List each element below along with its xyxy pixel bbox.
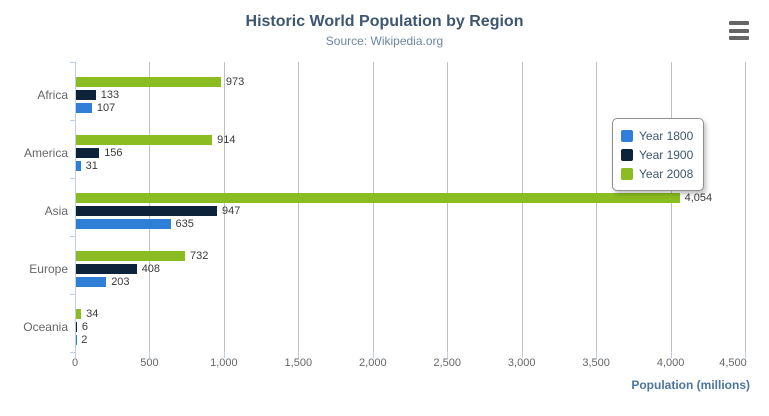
legend-item-year-1900[interactable]: Year 1900 [621,145,693,164]
bar-africa-year-1900[interactable] [76,90,96,100]
bar-africa-year-1800[interactable] [76,103,92,113]
x-axis-label: 2,000 [359,357,387,369]
context-menu-button[interactable] [729,20,751,41]
gridline [670,62,672,352]
x-axis-tick [372,352,374,358]
bar-value-label: 203 [111,276,130,288]
x-axis-label: 500 [140,357,159,369]
y-axis-line [75,62,76,352]
bar-value-label: 133 [100,89,120,101]
gridline [447,62,449,352]
x-axis-title: Population (millions) [631,378,750,392]
y-axis-tick [70,352,75,353]
y-axis-tick [70,120,75,121]
legend-item-label: Year 1900 [639,147,694,162]
bar-value-label: 2 [81,334,88,346]
bar-oceania-year-1900[interactable] [76,322,77,332]
hamburger-icon [729,28,749,33]
legend-item-year-2008[interactable]: Year 2008 [621,164,693,183]
x-axis-tick [670,352,672,358]
chart-title: Historic World Population by Region [245,13,524,30]
category-label: Asia [44,204,68,218]
x-axis-tick [521,352,523,358]
bar-america-year-1800[interactable] [76,161,81,171]
y-axis-tick [70,294,75,295]
bar-oceania-year-2008[interactable] [76,309,82,319]
bar-value-label: 914 [217,134,236,146]
x-axis-tick [298,352,300,358]
hamburger-icon [729,21,749,25]
x-axis-label: 3,500 [582,357,610,369]
gridline [745,62,746,352]
legend-symbol [621,129,633,142]
bar-value-label: 732 [190,250,209,262]
hamburger-icon [729,36,749,40]
x-axis-tick [75,352,76,358]
x-axis-label: 1,000 [210,357,238,369]
x-axis-tick [223,352,225,358]
x-axis-tick [745,352,746,358]
gridline [596,62,598,352]
y-axis-tick [70,178,75,179]
legend: Year 1800 Year 1900 Year 2008 [612,118,705,191]
bar-value-label: 635 [175,218,194,230]
category-label: Oceania [23,320,68,334]
bar-value-label: 973 [225,76,245,88]
x-axis-label: 2,500 [433,357,461,369]
x-axis-tick [447,352,449,358]
category-label: Africa [37,88,68,102]
legend-item-year-1800[interactable]: Year 1800 [621,126,693,145]
gridline [521,62,523,352]
bar-europe-year-1900[interactable] [76,264,137,274]
bar-value-label: 6 [81,321,89,333]
legend-item-label: Year 1800 [639,128,694,143]
bar-value-label: 34 [86,308,99,320]
x-axis-label: 4,500 [719,357,747,369]
y-axis-tick [70,236,75,237]
chart-subtitle: Source: Wikipedia.org [325,34,444,48]
legend-symbol [621,167,633,180]
x-axis-tick [596,352,598,358]
bar-asia-year-1900[interactable] [76,206,217,216]
bar-europe-year-1800[interactable] [76,277,107,287]
bar-value-label: 156 [104,147,123,159]
gridline [223,62,225,352]
plot-area: 973 133 107 914 156 31 4,054 947 635 732 408 203 34 6… [75,62,746,352]
bar-asia-year-1800[interactable] [76,219,171,229]
bar-africa-year-2008[interactable] [76,77,221,87]
bar-value-label: 4,054 [684,192,713,204]
x-axis-label: 0 [71,357,79,369]
x-axis-label: 4,000 [656,357,685,369]
bar-america-year-1900[interactable] [76,148,100,158]
gridline [298,62,300,352]
category-label: America [23,146,68,160]
gridline [372,62,374,352]
bar-value-label: 408 [141,263,161,275]
x-axis-tick [149,352,151,358]
bar-value-label: 947 [222,205,241,217]
category-label: Europe [29,262,68,276]
legend-item-label: Year 2008 [639,166,694,181]
bar-america-year-2008[interactable] [76,135,213,145]
bar-europe-year-2008[interactable] [76,251,185,261]
bar-value-label: 31 [85,160,98,172]
x-axis-label: 1,500 [284,357,313,369]
y-axis-tick [70,62,75,63]
legend-symbol [621,148,633,161]
x-axis-label: 3,000 [507,357,536,369]
bar-value-label: 107 [96,102,116,114]
bar-asia-year-2008[interactable] [76,193,680,203]
